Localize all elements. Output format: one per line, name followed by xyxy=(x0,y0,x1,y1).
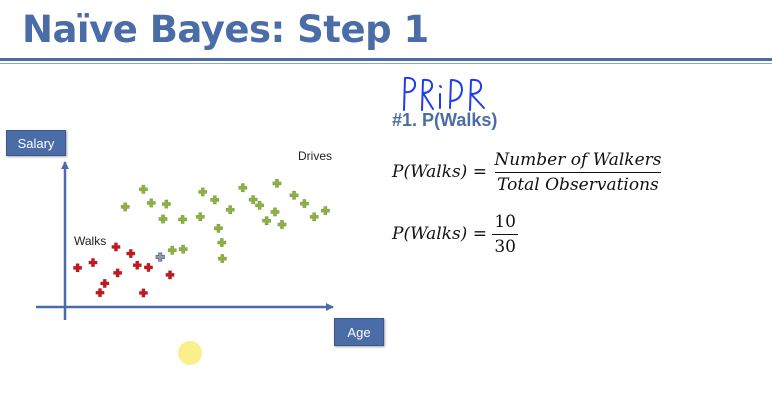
formula2-denominator: 30 xyxy=(492,234,518,257)
new-observation-point xyxy=(155,252,165,262)
drives-point xyxy=(299,199,309,209)
step-heading: #1. P(Walks) xyxy=(392,110,498,130)
x-axis-label: Age xyxy=(334,318,384,346)
drives-point xyxy=(198,187,208,197)
drives-point xyxy=(225,205,235,215)
drives-point xyxy=(178,214,188,224)
drives-point xyxy=(146,198,156,208)
slide-title: Naïve Bayes: Step 1 xyxy=(22,8,429,51)
walks-point xyxy=(73,263,83,273)
drives-point xyxy=(167,245,177,255)
drives-point xyxy=(213,223,223,233)
drives-point xyxy=(248,195,258,205)
handwritten-prior-note xyxy=(403,76,485,111)
formula1-fraction: Number of Walkers Total Observations xyxy=(492,150,663,195)
y-axis-label: Salary xyxy=(6,130,66,156)
drives-point xyxy=(255,200,265,210)
drives-point xyxy=(262,216,272,226)
title-divider xyxy=(0,58,772,61)
formula1-lhs: P(Walks) = xyxy=(392,162,487,182)
walks-point xyxy=(95,288,105,298)
drives-point xyxy=(210,195,220,205)
drives-point xyxy=(217,254,227,264)
drives-point xyxy=(277,220,287,229)
formula2-numerator: 10 xyxy=(494,212,516,232)
walks-point xyxy=(132,260,142,270)
drives-point xyxy=(195,212,205,222)
title-divider-thin xyxy=(0,63,772,64)
drives-point xyxy=(320,206,330,216)
formula1-denominator: Total Observations xyxy=(495,172,661,195)
drives-point xyxy=(138,184,148,194)
drives-point xyxy=(289,190,299,200)
drives-point xyxy=(309,212,319,222)
walks-point xyxy=(113,268,123,278)
formula2-lhs: P(Walks) = xyxy=(392,224,487,244)
mouse-cursor-highlight xyxy=(178,341,202,365)
drives-point xyxy=(120,202,130,212)
drives-point xyxy=(158,214,168,224)
walks-point xyxy=(143,262,153,272)
formula2-fraction: 10 30 xyxy=(492,212,518,257)
walks-point xyxy=(138,288,148,298)
walks-point xyxy=(88,258,98,268)
data-points xyxy=(73,178,330,298)
walks-point xyxy=(165,270,175,280)
drives-point xyxy=(238,183,248,193)
walks-point xyxy=(126,249,136,258)
drives-point xyxy=(217,238,227,247)
drives-point xyxy=(270,207,280,217)
drives-annotation: Drives xyxy=(298,149,333,163)
formula-values: P(Walks) = 10 30 xyxy=(392,212,518,257)
formula1-numerator: Number of Walkers xyxy=(494,150,662,170)
formula-definition: P(Walks) = Number of Walkers Total Obser… xyxy=(392,150,664,195)
walks-point xyxy=(100,279,110,288)
drives-point xyxy=(161,199,171,209)
drives-point xyxy=(272,178,282,188)
walks-annotation: Walks xyxy=(74,234,107,248)
drives-point xyxy=(178,244,188,254)
walks-point xyxy=(111,242,121,252)
